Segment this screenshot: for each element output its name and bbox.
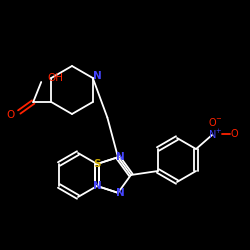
Text: N: N bbox=[93, 181, 102, 191]
Text: N$^{+}$: N$^{+}$ bbox=[208, 128, 222, 140]
Text: O: O bbox=[6, 110, 14, 120]
Text: O$^{-}$: O$^{-}$ bbox=[208, 116, 222, 128]
Text: N: N bbox=[116, 152, 124, 162]
Text: O: O bbox=[230, 129, 238, 139]
Text: N: N bbox=[116, 188, 124, 198]
Text: OH: OH bbox=[47, 73, 63, 83]
Text: N: N bbox=[94, 71, 102, 81]
Text: S: S bbox=[93, 159, 101, 169]
